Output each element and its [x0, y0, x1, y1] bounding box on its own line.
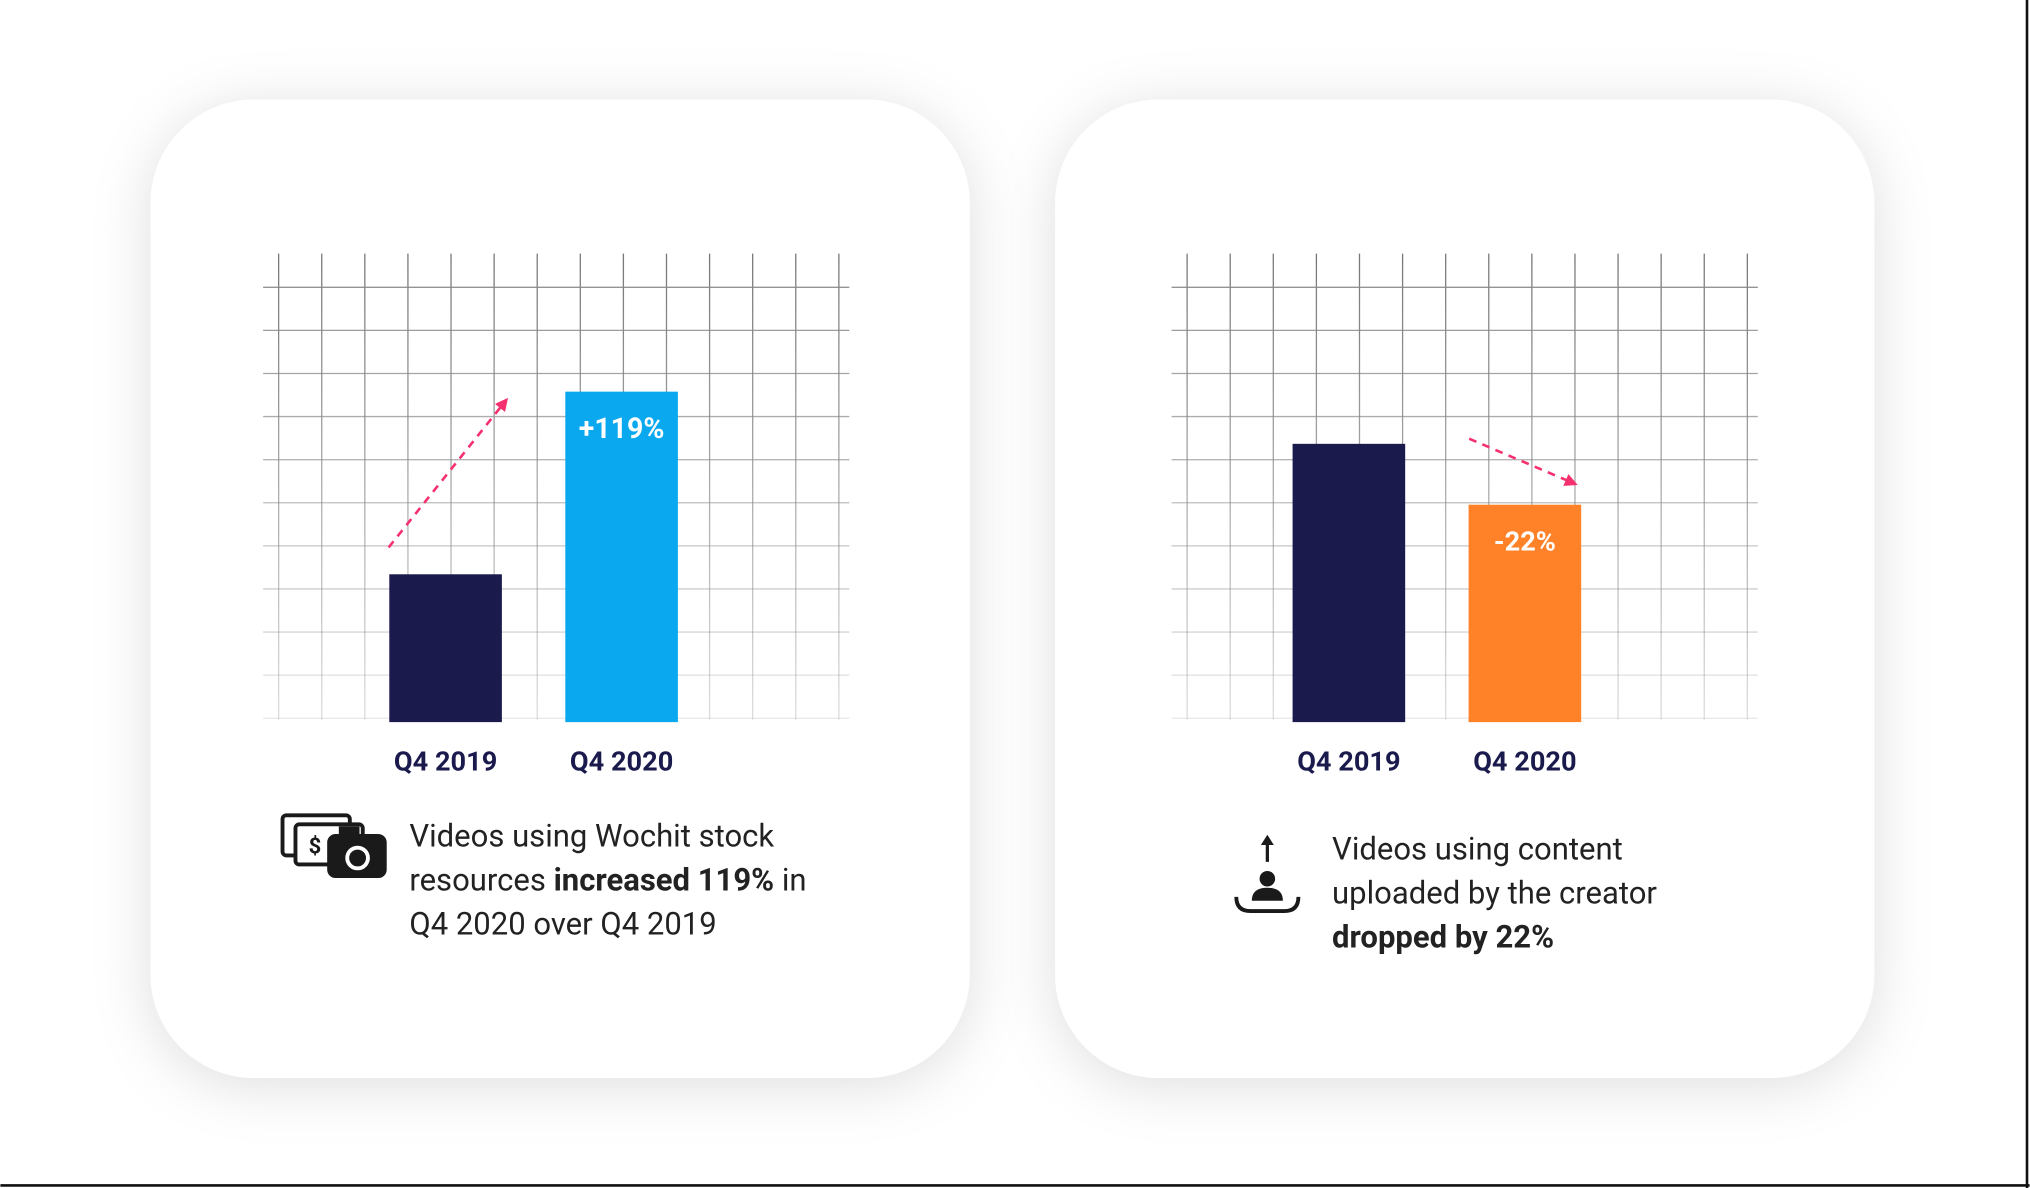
caption-text: uploaded by the creator — [1332, 875, 1657, 912]
caption-text: in — [774, 862, 806, 899]
svg-text:$: $ — [309, 834, 322, 859]
bar — [389, 574, 502, 723]
caption-line: uploaded by the creator — [1332, 875, 1657, 912]
upload-icon — [1234, 834, 1301, 913]
caption-text: Q4 2020 over Q4 2019 — [409, 906, 716, 943]
caption-line: Videos using content — [1332, 831, 1623, 868]
bar — [1468, 504, 1582, 723]
caption-line: resources increased 119% in — [409, 862, 806, 899]
card — [1055, 99, 1875, 1079]
x-tick-label: Q4 2019 — [1297, 746, 1400, 778]
bar — [1292, 443, 1406, 723]
x-tick-label: Q4 2020 — [1473, 746, 1576, 778]
caption-text: Videos using content — [1332, 831, 1623, 868]
caption-text: dropped by 22% — [1332, 919, 1554, 956]
trend-arrow — [387, 397, 509, 549]
trend-arrow — [1468, 437, 1578, 486]
caption-line: dropped by 22% — [1332, 919, 1554, 956]
caption-line: Q4 2020 over Q4 2019 — [409, 906, 716, 943]
caption-line: Videos using Wochit stock — [409, 818, 774, 855]
money-camera-icon: $ — [280, 813, 387, 879]
annotation: -22% — [1494, 526, 1556, 558]
caption-text: resources — [409, 862, 553, 899]
x-tick-label: Q4 2019 — [394, 746, 497, 778]
x-tick-label: Q4 2020 — [570, 746, 673, 778]
caption-text: Videos using Wochit stock — [409, 818, 774, 855]
caption-text: increased 119% — [554, 862, 775, 899]
annotation: +119% — [579, 412, 665, 445]
bar — [565, 391, 678, 723]
